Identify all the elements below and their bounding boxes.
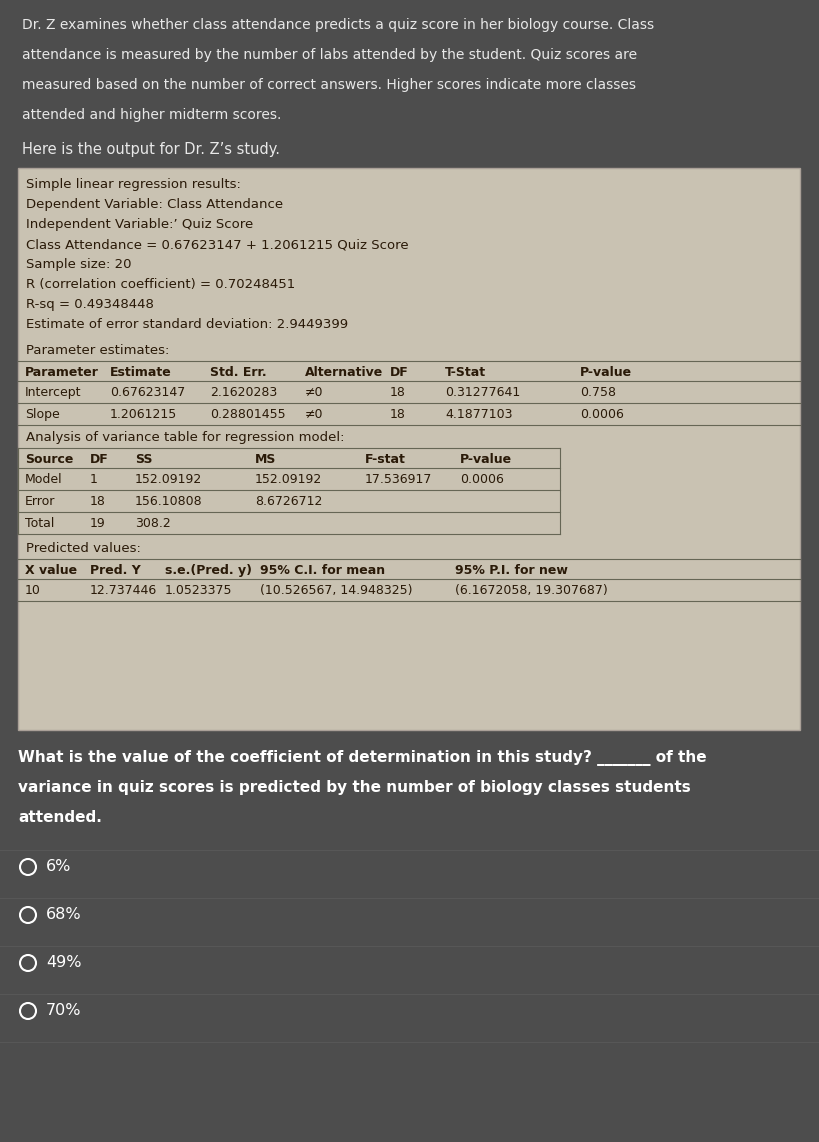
Text: Source: Source <box>25 453 74 466</box>
Text: 17.536917: 17.536917 <box>365 473 432 486</box>
Text: 152.09192: 152.09192 <box>255 473 322 486</box>
Text: Predicted values:: Predicted values: <box>26 542 141 555</box>
Text: Class Attendance = 0.67623147 + 1.2061215 Quiz Score: Class Attendance = 0.67623147 + 1.206121… <box>26 238 409 251</box>
Text: 0.0006: 0.0006 <box>460 473 504 486</box>
Text: Sample size: 20: Sample size: 20 <box>26 258 132 271</box>
Text: SS: SS <box>135 453 152 466</box>
Text: T-Stat: T-Stat <box>445 365 486 379</box>
Text: 49%: 49% <box>46 955 82 970</box>
Text: 0.28801455: 0.28801455 <box>210 408 286 421</box>
Text: 2.1620283: 2.1620283 <box>210 386 278 399</box>
Text: variance in quiz scores is predicted by the number of biology classes students: variance in quiz scores is predicted by … <box>18 780 690 795</box>
Text: 0.758: 0.758 <box>580 386 616 399</box>
Text: (10.526567, 14.948325): (10.526567, 14.948325) <box>260 584 413 597</box>
Text: 19: 19 <box>90 517 106 530</box>
Text: 1.0523375: 1.0523375 <box>165 584 233 597</box>
Text: attended and higher midterm scores.: attended and higher midterm scores. <box>22 108 282 122</box>
Text: 18: 18 <box>390 408 406 421</box>
Text: Total: Total <box>25 517 54 530</box>
Text: 10: 10 <box>25 584 41 597</box>
Text: Slope: Slope <box>25 408 60 421</box>
Text: Model: Model <box>25 473 62 486</box>
Text: 1.2061215: 1.2061215 <box>110 408 177 421</box>
Text: measured based on the number of correct answers. Higher scores indicate more cla: measured based on the number of correct … <box>22 78 636 93</box>
Text: R (correlation coefficient) = 0.70248451: R (correlation coefficient) = 0.70248451 <box>26 278 296 291</box>
Text: Estimate: Estimate <box>110 365 172 379</box>
Text: Intercept: Intercept <box>25 386 82 399</box>
Text: Dr. Z examines whether class attendance predicts a quiz score in her biology cou: Dr. Z examines whether class attendance … <box>22 18 654 32</box>
Text: Error: Error <box>25 494 56 508</box>
Text: What is the value of the coefficient of determination in this study? _______ of : What is the value of the coefficient of … <box>18 750 707 766</box>
Text: 4.1877103: 4.1877103 <box>445 408 513 421</box>
Text: 70%: 70% <box>46 1003 82 1018</box>
Text: Estimate of error standard deviation: 2.9449399: Estimate of error standard deviation: 2.… <box>26 317 348 331</box>
Text: 68%: 68% <box>46 907 82 922</box>
Text: X value: X value <box>25 564 77 577</box>
Text: attended.: attended. <box>18 810 102 825</box>
Text: 0.0006: 0.0006 <box>580 408 624 421</box>
Text: Dependent Variable: Class Attendance: Dependent Variable: Class Attendance <box>26 198 283 211</box>
Text: Here is the output for Dr. Z’s study.: Here is the output for Dr. Z’s study. <box>22 142 280 156</box>
Text: ≠0: ≠0 <box>305 386 324 399</box>
Text: Independent Variable:’ Quiz Score: Independent Variable:’ Quiz Score <box>26 218 253 231</box>
Text: 18: 18 <box>390 386 406 399</box>
Text: 0.31277641: 0.31277641 <box>445 386 520 399</box>
Text: 18: 18 <box>90 494 106 508</box>
Text: Alternative: Alternative <box>305 365 383 379</box>
Text: 152.09192: 152.09192 <box>135 473 202 486</box>
Text: Std. Err.: Std. Err. <box>210 365 267 379</box>
Text: P-value: P-value <box>460 453 512 466</box>
Text: Analysis of variance table for regression model:: Analysis of variance table for regressio… <box>26 431 345 444</box>
Text: 0.67623147: 0.67623147 <box>110 386 185 399</box>
Text: Simple linear regression results:: Simple linear regression results: <box>26 178 241 191</box>
Text: Pred. Y: Pred. Y <box>90 564 141 577</box>
Text: 156.10808: 156.10808 <box>135 494 202 508</box>
Text: DF: DF <box>390 365 409 379</box>
Text: 6%: 6% <box>46 859 71 874</box>
Text: 8.6726712: 8.6726712 <box>255 494 323 508</box>
Text: R-sq = 0.49348448: R-sq = 0.49348448 <box>26 298 154 311</box>
Text: attendance is measured by the number of labs attended by the student. Quiz score: attendance is measured by the number of … <box>22 48 637 62</box>
Text: MS: MS <box>255 453 276 466</box>
Text: Parameter estimates:: Parameter estimates: <box>26 344 170 357</box>
Text: F-stat: F-stat <box>365 453 406 466</box>
Text: 308.2: 308.2 <box>135 517 170 530</box>
Text: DF: DF <box>90 453 109 466</box>
Text: (6.1672058, 19.307687): (6.1672058, 19.307687) <box>455 584 608 597</box>
Text: P-value: P-value <box>580 365 632 379</box>
Text: 95% C.I. for mean: 95% C.I. for mean <box>260 564 385 577</box>
Text: 12.737446: 12.737446 <box>90 584 157 597</box>
Text: s.e.(Pred. y): s.e.(Pred. y) <box>165 564 252 577</box>
Text: Parameter: Parameter <box>25 365 99 379</box>
Text: 1: 1 <box>90 473 98 486</box>
Text: 95% P.I. for new: 95% P.I. for new <box>455 564 568 577</box>
Bar <box>18 168 800 730</box>
Text: ≠0: ≠0 <box>305 408 324 421</box>
